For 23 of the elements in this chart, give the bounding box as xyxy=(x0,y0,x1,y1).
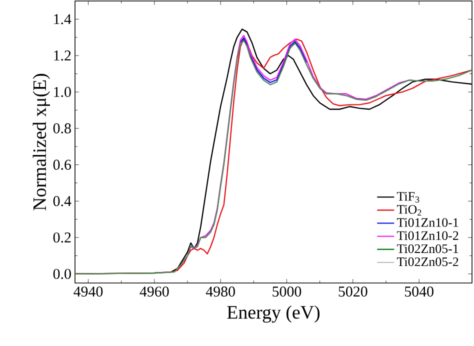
legend-label: Ti02Zn05-1 xyxy=(396,244,458,254)
legend-label: TiO$_{2}$ xyxy=(396,205,422,216)
y-tick-label: 0.4 xyxy=(53,196,72,206)
y-axis-title: Normalized xμ(E) xyxy=(32,74,50,210)
legend-label: Ti01Zn10-2 xyxy=(396,231,458,240)
x-tick-label: 4940 xyxy=(74,286,103,297)
line-series xyxy=(240,37,308,84)
legend-label: Ti01Zn10-1 xyxy=(396,218,458,227)
x-tick-label: 4960 xyxy=(140,286,169,297)
x-tick-label: 4980 xyxy=(206,286,235,297)
y-tick-label: 0.2 xyxy=(53,232,71,243)
x-tick-label: 5000 xyxy=(272,286,302,297)
y-tick-label: 1.4 xyxy=(54,14,72,24)
legend-label: Ti02Zn05-2 xyxy=(396,257,458,266)
x-tick-label: 5020 xyxy=(338,286,368,297)
x-axis-title: Energy (eV) xyxy=(227,305,320,323)
y-tick-label: 0.8 xyxy=(53,123,71,134)
y-tick-label: 1.0 xyxy=(54,86,71,98)
y-tick-label: 1.2 xyxy=(54,50,71,61)
y-tick-label: 0.0 xyxy=(53,268,71,279)
legend-label: TiF$_{3}$ xyxy=(396,192,420,203)
y-tick-label: 0.6 xyxy=(53,160,72,170)
x-tick-label: 5040 xyxy=(405,286,434,297)
